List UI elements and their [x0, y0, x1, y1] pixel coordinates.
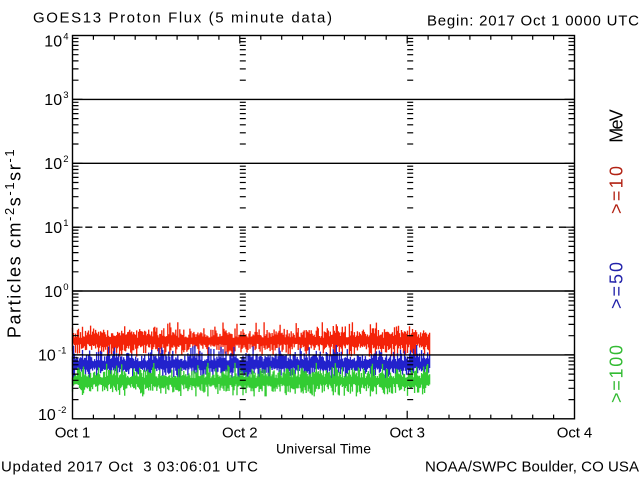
svg-text:Oct 3: Oct 3	[389, 425, 425, 442]
svg-text:Begin: 2017 Oct 1 0000 UTC: Begin: 2017 Oct 1 0000 UTC	[427, 13, 639, 30]
svg-text:Particles cm-2s-1sr-1: Particles cm-2s-1sr-1	[2, 148, 24, 338]
svg-text:NOAA/SWPC Boulder, CO USA: NOAA/SWPC Boulder, CO USA	[425, 459, 639, 476]
svg-text:Updated 2017 Oct 3 03:06:01 U: Updated 2017 Oct 3 03:06:01 UTC	[1, 459, 258, 476]
svg-text:Oct 4: Oct 4	[557, 425, 593, 442]
svg-text:MeV: MeV	[607, 109, 627, 143]
svg-text:Oct 1: Oct 1	[55, 425, 91, 442]
svg-text:Universal Time: Universal Time	[276, 441, 371, 457]
svg-text:Oct 2: Oct 2	[222, 425, 257, 442]
svg-text:>=100: >=100	[607, 345, 627, 403]
